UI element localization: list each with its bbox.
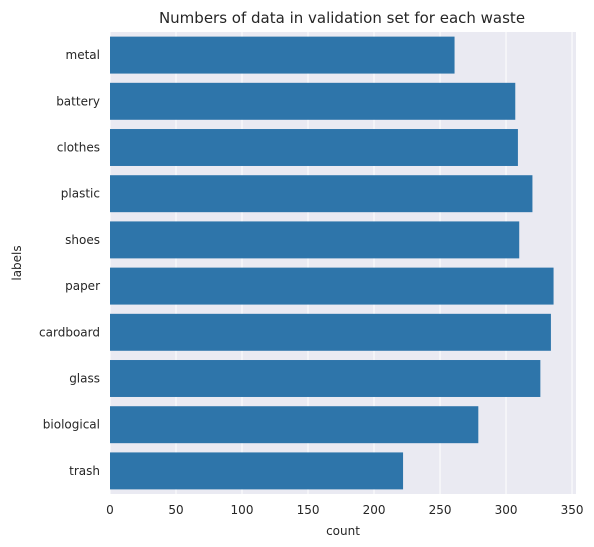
- y-tick-label-battery: battery: [56, 94, 100, 108]
- bar-metal: [110, 36, 455, 74]
- x-tick-label: 250: [429, 503, 452, 517]
- x-tick-labels: 0 50 100 150 200 250 300 350: [106, 503, 583, 517]
- y-tick-label-shoes: shoes: [65, 233, 100, 247]
- x-tick-label: 150: [297, 503, 320, 517]
- y-tick-labels: metal battery clothes plastic shoes paper card…: [39, 48, 100, 478]
- bar-paper: [110, 267, 554, 305]
- y-tick-label-clothes: clothes: [57, 141, 100, 155]
- y-tick-label-glass: glass: [69, 372, 100, 386]
- y-tick-label-metal: metal: [66, 48, 100, 62]
- bar-biological: [110, 406, 479, 444]
- bar-cardboard: [110, 313, 551, 351]
- y-tick-label-trash: trash: [69, 464, 100, 478]
- y-tick-label-paper: paper: [65, 279, 100, 293]
- chart-title: Numbers of data in validation set for ea…: [159, 9, 525, 27]
- bar-plastic: [110, 175, 533, 213]
- bar-trash: [110, 452, 404, 490]
- x-axis-label: count: [326, 524, 360, 538]
- bar-battery: [110, 82, 516, 120]
- x-tick-label: 50: [168, 503, 183, 517]
- y-axis-label: labels: [10, 245, 24, 280]
- x-tick-label: 100: [231, 503, 254, 517]
- y-tick-label-biological: biological: [43, 418, 100, 432]
- x-tick-label: 200: [363, 503, 386, 517]
- y-tick-label-plastic: plastic: [61, 187, 100, 201]
- x-tick-label: 0: [106, 503, 114, 517]
- bar-shoes: [110, 221, 520, 259]
- bar-clothes: [110, 129, 518, 166]
- y-tick-label-cardboard: cardboard: [39, 325, 100, 339]
- bar-glass: [110, 360, 541, 397]
- bars: [110, 36, 554, 490]
- x-tick-label: 350: [561, 503, 584, 517]
- x-tick-label: 300: [495, 503, 518, 517]
